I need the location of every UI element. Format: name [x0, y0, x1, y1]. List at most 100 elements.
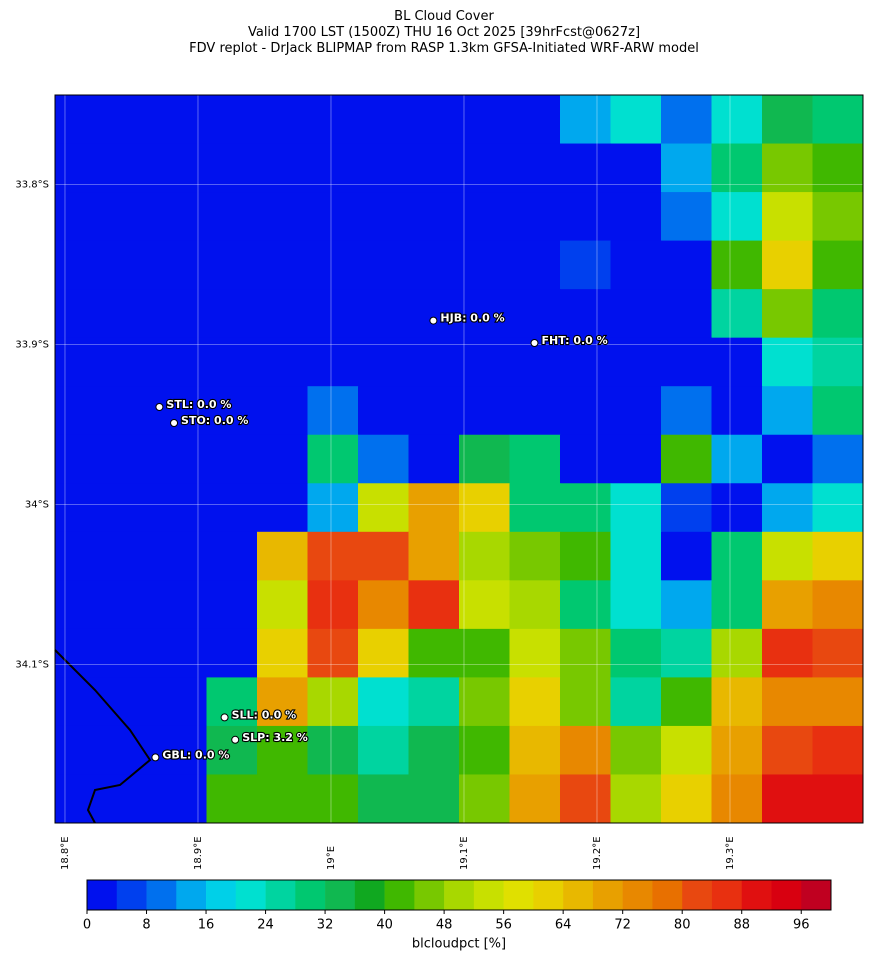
cloud-cell [560, 386, 611, 436]
cloud-cell [257, 386, 308, 436]
cloud-cell [358, 531, 409, 581]
cloud-cell [762, 774, 813, 824]
x-tick-label: 18.9°E [193, 836, 204, 870]
colorbar-swatch [533, 880, 564, 910]
colorbar-swatch [265, 880, 296, 910]
cloud-cell [156, 774, 207, 824]
colorbar-tick-label: 40 [376, 918, 393, 933]
station-label: HJB: 0.0 % [440, 312, 504, 325]
cloud-cell [661, 386, 712, 436]
cloud-cell [812, 628, 864, 678]
cloud-cell [358, 386, 409, 436]
station-marker [231, 735, 240, 744]
cloud-cell [711, 531, 763, 581]
cloud-cell [55, 337, 106, 387]
colorbar-swatch [503, 880, 534, 910]
cloud-cell [358, 677, 409, 727]
cloud-cell [560, 143, 611, 193]
cloud-cell [257, 677, 308, 727]
colorbar-tick-label: 8 [142, 918, 150, 933]
cloud-cell [661, 774, 712, 824]
cloud-cell [812, 531, 864, 581]
colorbar-label: blcloudpct [%] [412, 937, 506, 952]
cloud-cell [307, 774, 359, 824]
cloud-cell [610, 240, 662, 290]
cloud-cell [55, 240, 106, 290]
colorbar-swatch [206, 880, 237, 910]
cloud-cell [711, 434, 763, 484]
cloud-cell [257, 483, 308, 533]
cloud-cell [408, 580, 460, 630]
cloud-cell [661, 677, 712, 727]
cloud-cell [610, 483, 662, 533]
cloud-cell [812, 483, 864, 533]
cloud-cell [560, 337, 611, 387]
cloud-cell [105, 774, 157, 824]
cloud-cell [762, 628, 813, 678]
cloud-cell [55, 628, 106, 678]
cloud-cell [812, 677, 864, 727]
colorbar-tick-label: 64 [555, 918, 572, 933]
subtitle: Valid 1700 LST (1500Z) THU 16 Oct 2025 [… [248, 25, 640, 40]
cloud-cell [610, 337, 662, 387]
cloud-cell [711, 677, 763, 727]
cloud-cell [307, 95, 359, 145]
cloud-cell [358, 143, 409, 193]
cloud-cell [206, 434, 258, 484]
cloud-cell [257, 143, 308, 193]
cloud-cell [560, 95, 611, 145]
cloud-cell [105, 628, 157, 678]
cloud-cell [156, 677, 207, 727]
cloud-cell [560, 580, 611, 630]
cloud-cell [661, 192, 712, 242]
cloud-cell [661, 289, 712, 339]
x-tick-label: 19.1°E [459, 836, 470, 870]
cloud-cell [509, 143, 561, 193]
cloud-cell [358, 95, 409, 145]
cloud-cell [711, 337, 763, 387]
cloud-cell [156, 628, 207, 678]
cloud-cell [358, 580, 409, 630]
cloud-cell [762, 289, 813, 339]
colorbar-swatch [711, 880, 743, 910]
cloud-cell [560, 531, 611, 581]
cloud-cell [560, 434, 611, 484]
station-label: STL: 0.0 % [166, 398, 231, 411]
station-marker [151, 753, 160, 762]
cloud-cell [307, 725, 359, 775]
cloud-cell [459, 483, 510, 533]
cloud-cell [509, 192, 561, 242]
cloud-cell [358, 337, 409, 387]
cloud-cell [812, 434, 864, 484]
cloud-cell [762, 386, 813, 436]
cloud-cell [105, 531, 157, 581]
cloud-cell [408, 143, 460, 193]
plot-area: HJB: 0.0 % FHT: 0.0 % STL: 0.0 % STO: 0.0 %… [54, 94, 864, 824]
cloud-cell [408, 677, 460, 727]
cloud-cell [156, 483, 207, 533]
colorbar-tick-label: 56 [495, 918, 512, 933]
cloud-cell [560, 192, 611, 242]
cloud-cell [762, 95, 813, 145]
cloud-cell [206, 240, 258, 290]
cloud-cell [206, 337, 258, 387]
colorbar-swatch [414, 880, 445, 910]
cloud-cell [509, 95, 561, 145]
colorbar-swatch [235, 880, 266, 910]
cloud-cell [661, 580, 712, 630]
cloud-cell [307, 677, 359, 727]
cloud-cell [408, 434, 460, 484]
cloud-cell [105, 386, 157, 436]
colorbar-swatch [295, 880, 326, 910]
cloud-cell [307, 434, 359, 484]
colorbar-tick-label: 96 [793, 918, 810, 933]
colorbar-swatch [473, 880, 504, 910]
cloud-cell [812, 386, 864, 436]
cloud-cell [307, 483, 359, 533]
colorbar-tick-label: 24 [257, 918, 274, 933]
cloud-cell [459, 677, 510, 727]
cloud-cell [610, 289, 662, 339]
cloud-cell [509, 677, 561, 727]
cloud-cell [711, 143, 763, 193]
